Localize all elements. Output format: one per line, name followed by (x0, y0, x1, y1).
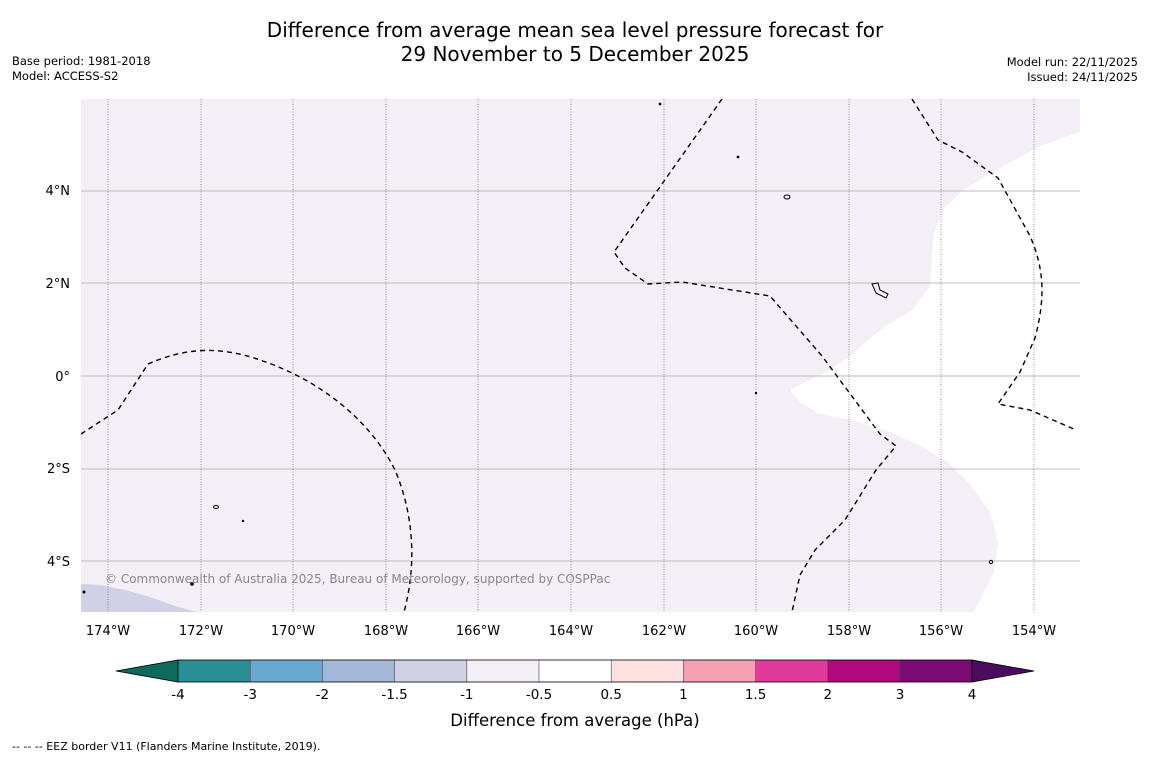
colorbar: -4 -3 -2 -1.5 -1 -0.5 0.5 1 1.5 2 3 4 Di… (115, 659, 1035, 730)
colorbar-bin (611, 660, 684, 682)
colorbar-extend-low (115, 659, 179, 683)
islands (82, 102, 994, 594)
colorbar-tick-label: -0.5 (526, 687, 552, 703)
title-line-1: Difference from average mean sea level p… (266, 18, 884, 42)
colorbar-tick-label: 1 (679, 687, 688, 703)
colorbar-bin (394, 660, 467, 682)
issued-date: Issued: 24/11/2025 (1027, 70, 1138, 84)
anomaly-region-low (81, 584, 196, 612)
x-tick-label: 174°W (86, 624, 130, 639)
latitude-gridlines (81, 190, 1080, 562)
y-tick-label: 2°N (46, 277, 71, 292)
colorbar-bin (683, 660, 756, 682)
x-tick-label: 164°W (549, 624, 593, 639)
colorbar-tick-label: 3 (896, 687, 905, 703)
colorbar-bin (250, 660, 323, 682)
colorbar-bin (539, 660, 612, 682)
y-tick-label: 4°S (47, 555, 70, 570)
colorbar-tick-label: -2 (316, 687, 329, 703)
model-run: Model run: 22/11/2025 (1006, 55, 1138, 69)
longitude-gridlines (107, 99, 1035, 612)
title-line-2: 29 November to 5 December 2025 (400, 42, 750, 66)
eez-legend-note: -- -- -- EEZ border V11 (Flanders Marine… (12, 740, 321, 753)
colorbar-bin (466, 660, 539, 682)
colorbar-tick-label: -1.5 (381, 687, 407, 703)
x-tick-label: 166°W (456, 624, 500, 639)
x-tick-label: 172°W (179, 624, 223, 639)
x-axis-labels: 174°W 172°W 170°W 168°W 166°W 164°W 162°… (86, 624, 1056, 639)
x-tick-label: 154°W (1012, 624, 1056, 639)
base-period: Base period: 1981-2018 (12, 54, 151, 68)
colorbar-bin (755, 660, 828, 682)
colorbar-tick-label: 0.5 (600, 687, 621, 703)
colorbar-extend-high (971, 659, 1035, 683)
copyright-notice: © Commonwealth of Australia 2025, Bureau… (105, 572, 610, 586)
y-tick-label: 2°S (47, 462, 70, 477)
x-tick-label: 168°W (364, 624, 408, 639)
y-tick-label: 0° (55, 370, 70, 385)
x-tick-label: 158°W (827, 624, 871, 639)
colorbar-title: Difference from average (hPa) (450, 711, 699, 730)
colorbar-bin (322, 660, 395, 682)
y-tick-label: 4°N (46, 184, 71, 199)
model-info: Base period: 1981-2018 Model: ACCESS-S2 (12, 54, 151, 84)
map-title: Difference from average mean sea level p… (0, 18, 1150, 66)
x-tick-label: 170°W (271, 624, 315, 639)
colorbar-tick-label: -4 (171, 687, 184, 703)
colorbar-tick-label: 1.5 (745, 687, 766, 703)
eez-borders (81, 99, 1077, 612)
y-axis-labels: 4°N 2°N 0° 2°S 4°S (46, 184, 71, 570)
x-tick-label: 160°W (734, 624, 778, 639)
colorbar-tick-label: 4 (968, 687, 977, 703)
colorbar-tick-label: -3 (243, 687, 256, 703)
colorbar-bin (178, 660, 251, 682)
anomaly-region-neutral (790, 132, 1080, 612)
colorbar-tick-label: -1 (460, 687, 473, 703)
map-plot-area: © Commonwealth of Australia 2025, Bureau… (81, 99, 1080, 612)
x-tick-label: 156°W (919, 624, 963, 639)
colorbar-bin (827, 660, 900, 682)
x-tick-label: 162°W (642, 624, 686, 639)
model-name: Model: ACCESS-S2 (12, 69, 119, 83)
colorbar-tick-label: 2 (824, 687, 833, 703)
colorbar-bin (900, 660, 972, 682)
issue-info: Model run: 22/11/2025 Issued: 24/11/2025 (1007, 55, 1138, 85)
